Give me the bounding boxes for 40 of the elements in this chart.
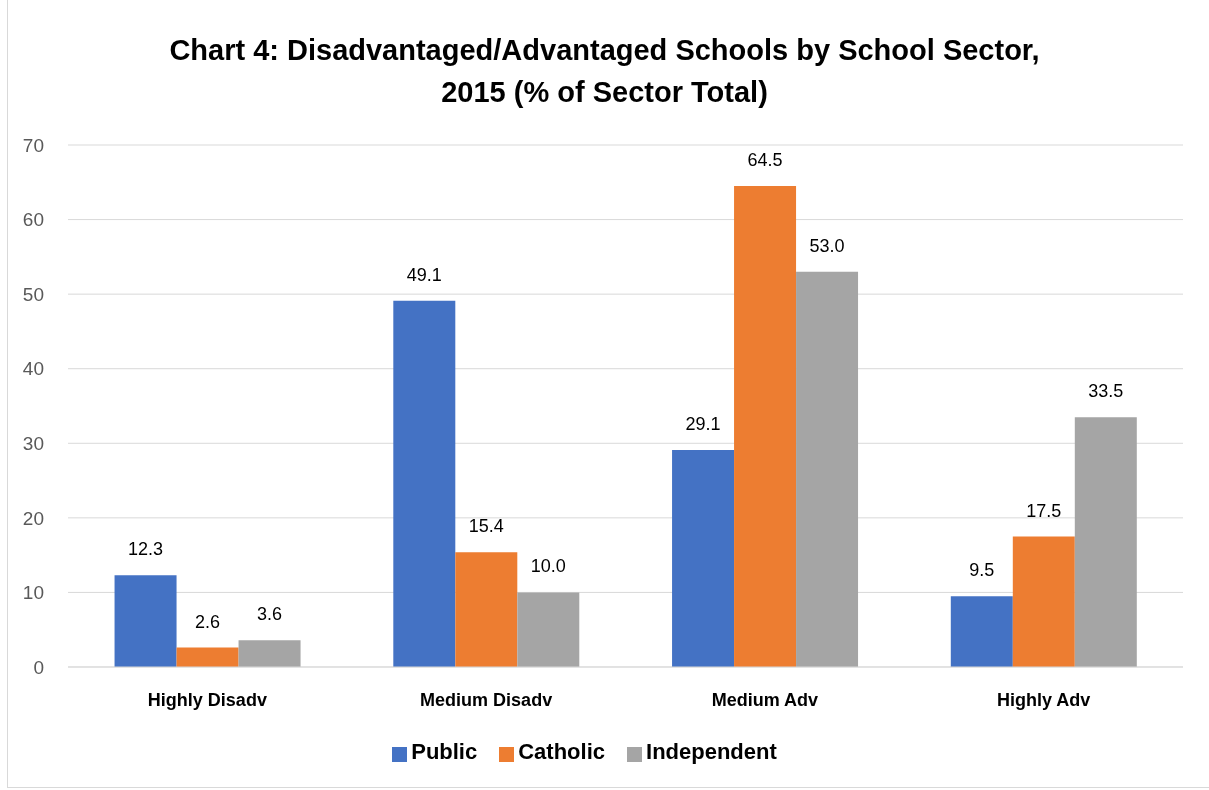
- x-tick-label: Medium Adv: [711, 689, 819, 710]
- y-tick-label: 0: [33, 656, 44, 678]
- y-tick-label: 10: [22, 582, 44, 604]
- bar: [1012, 536, 1075, 667]
- x-tick-label: Medium Disadv: [420, 689, 553, 710]
- bar: [796, 271, 859, 667]
- chart-title: Chart 4: Disadvantaged/Advantaged Schools by School Sector, 2015 (% of Sector Total): [168, 33, 1041, 110]
- data-label: 29.1: [685, 414, 721, 434]
- data-label: 49.1: [406, 264, 442, 285]
- y-tick-label: 50: [22, 283, 44, 305]
- data-label: 53.0: [809, 235, 845, 256]
- bar: [176, 647, 239, 667]
- bar: [114, 575, 177, 667]
- bar: [393, 300, 456, 667]
- data-label: 2.6: [195, 611, 221, 632]
- data-label: 17.5: [1026, 500, 1062, 521]
- x-tick-label: Highly Adv: [996, 689, 1091, 710]
- y-tick-label: 40: [22, 358, 44, 380]
- y-tick-label: 70: [22, 134, 44, 156]
- y-tick-label: 20: [22, 507, 44, 529]
- bar: [1074, 417, 1137, 667]
- y-tick-label: 30: [22, 433, 44, 455]
- data-label: 15.4: [468, 516, 504, 537]
- bar: [734, 186, 797, 667]
- bar: [950, 596, 1013, 667]
- data-label: 10.0: [530, 556, 566, 577]
- data-label: 3.6: [257, 604, 283, 625]
- legend-label: Independent: [646, 739, 777, 764]
- bar: [455, 552, 518, 667]
- bar: [517, 592, 580, 667]
- y-tick-label: 60: [22, 209, 44, 231]
- data-label: 9.5: [969, 560, 995, 581]
- data-label: 64.5: [747, 150, 783, 171]
- bar: [672, 450, 735, 667]
- x-tick-label: Highly Disadv: [147, 689, 267, 710]
- bar: [238, 640, 301, 667]
- data-label: 33.5: [1088, 381, 1124, 402]
- legend-label: Catholic: [518, 739, 606, 764]
- legend-label: Public: [411, 739, 478, 764]
- data-label: 12.3: [128, 539, 164, 560]
